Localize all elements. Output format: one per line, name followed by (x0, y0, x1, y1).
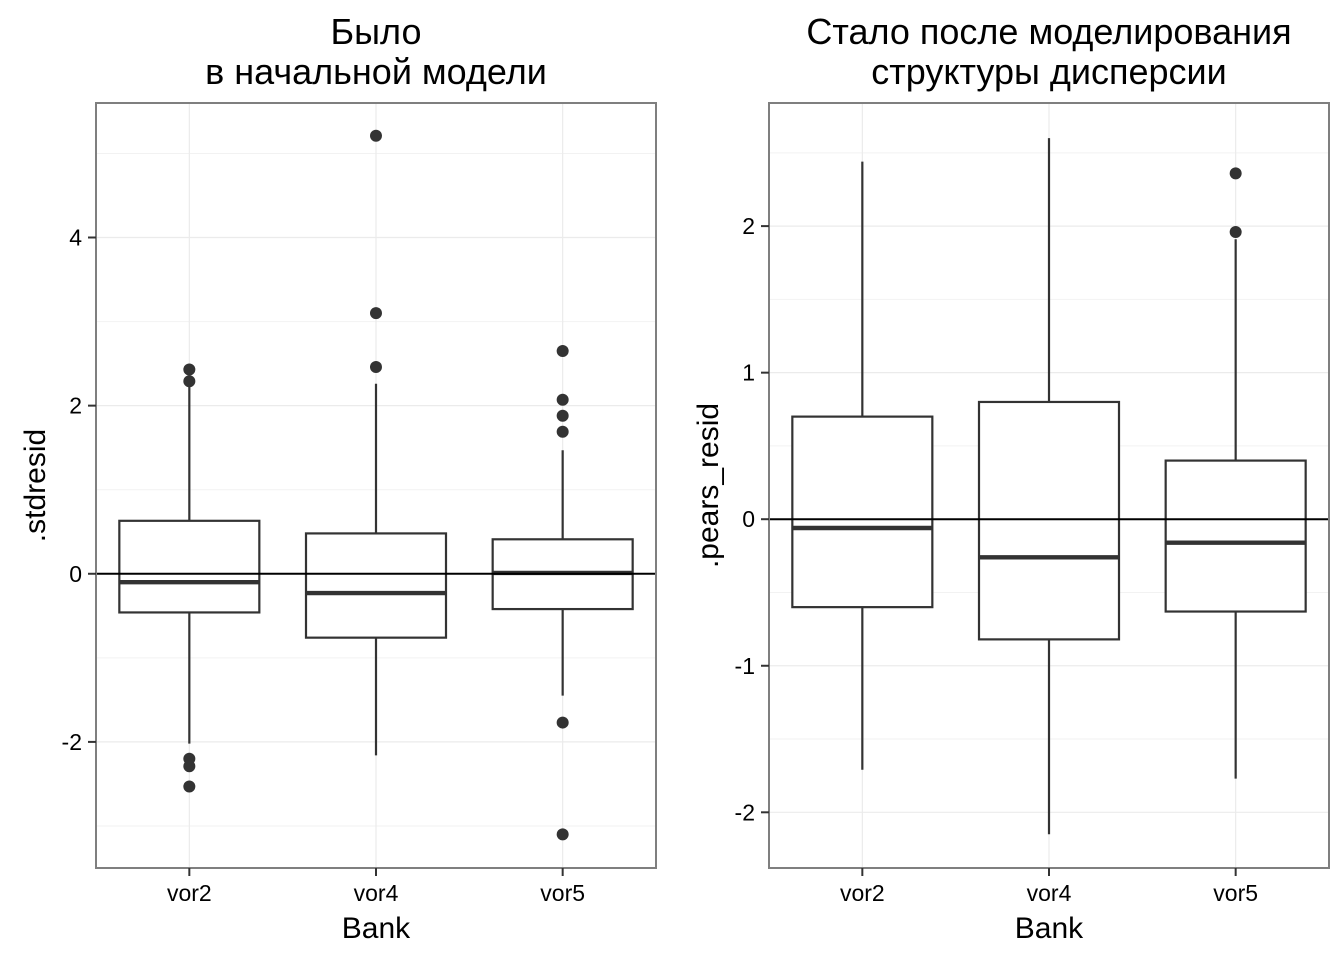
right-y-axis-title: .pears_resid (692, 403, 725, 568)
right-y-tick-label: 0 (742, 506, 755, 532)
right-box-vor4 (977, 138, 1121, 835)
left-outlier-point-vor5 (556, 425, 569, 438)
left-y-tick-label: 2 (69, 393, 82, 419)
right-y-tick-label: 2 (742, 213, 755, 239)
right-box-rect-vor2 (791, 415, 934, 609)
left-box-vor4 (304, 129, 448, 756)
right-box-vor2 (791, 161, 934, 770)
left-panel: -2 0 2 4 vor2 vor4 vor5 Bank .stdresid (19, 102, 657, 945)
right-box-rect-vor4 (977, 400, 1121, 641)
left-y-tick-label: 0 (69, 561, 82, 587)
left-x-tick-label: vor4 (354, 880, 399, 906)
left-y-tick-label: -2 (62, 729, 82, 755)
left-outlier-point-vor2 (183, 363, 196, 376)
left-outlier-point-vor4 (370, 307, 382, 320)
left-y-axis-title: .stdresid (19, 429, 52, 542)
left-outlier-point-vor5 (556, 344, 569, 357)
left-x-tick-label: vor2 (167, 880, 212, 906)
left-outlier-point-vor2 (183, 760, 196, 773)
right-title-line-2: структуры дисперсии (871, 51, 1227, 92)
left-box-rect-vor2 (118, 519, 261, 614)
left-outlier-point-vor4 (370, 129, 382, 142)
left-box-vor2 (118, 363, 261, 793)
left-outlier-point-vor2 (183, 780, 196, 793)
left-outlier-point-vor4 (370, 360, 382, 373)
right-x-axis-title: Bank (1015, 912, 1084, 945)
right-chart-title: Стало после моделирования структуры дисп… (769, 12, 1329, 92)
left-title-line-1: Было (330, 11, 422, 52)
right-box-vor5 (1164, 167, 1307, 779)
left-outlier-point-vor5 (556, 393, 569, 406)
right-box-rect-vor5 (1164, 459, 1307, 613)
left-x-axis-title: Bank (342, 912, 411, 945)
left-outlier-point-vor2 (183, 375, 196, 388)
right-outlier-point-vor5 (1229, 167, 1242, 180)
right-panel: -2 -1 0 1 2 vor2 vor4 vor5 Bank .pears_resid (692, 102, 1330, 945)
right-outlier-point-vor5 (1229, 225, 1242, 238)
right-title-line-1: Стало после моделирования (806, 11, 1292, 52)
left-chart-title: Было в начальной модели (96, 12, 656, 92)
left-x-tick-label: vor5 (540, 880, 585, 906)
left-outlier-point-vor5 (556, 409, 569, 422)
left-y-tick-label: 4 (69, 225, 82, 251)
right-y-tick-label: -1 (735, 653, 755, 679)
left-box-rect-vor4 (304, 532, 448, 639)
left-outlier-point-vor5 (556, 716, 569, 729)
right-x-tick-label: vor5 (1213, 880, 1258, 906)
right-y-tick-label: 1 (742, 360, 755, 386)
right-x-tick-label: vor4 (1027, 880, 1072, 906)
left-outlier-point-vor5 (556, 828, 569, 841)
left-title-line-2: в начальной модели (205, 51, 547, 92)
right-x-tick-label: vor2 (840, 880, 885, 906)
right-y-tick-label: -2 (735, 799, 755, 825)
